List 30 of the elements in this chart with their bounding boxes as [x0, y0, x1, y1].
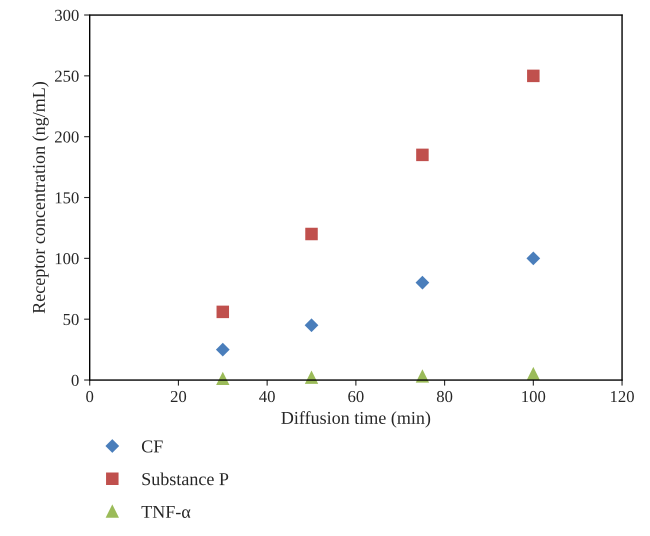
y-axis-title: Receptor concentration (ng/mL)	[32, 82, 49, 314]
point	[527, 368, 540, 380]
point	[304, 318, 318, 332]
legend-label: CF	[142, 440, 163, 453]
x-tick-label: 120	[611, 390, 634, 402]
y-tick-label: 150	[56, 192, 79, 204]
legend-label: Substance P	[142, 472, 228, 486]
legend-label: TNF-α	[142, 506, 190, 518]
x-tick-label: 40	[259, 390, 275, 402]
point	[416, 148, 429, 162]
x-tick-label: 60	[348, 390, 364, 402]
x-tick-label: 20	[170, 390, 186, 402]
y-tick-label: 50	[64, 314, 79, 326]
y-tick-label: 250	[55, 70, 79, 82]
point	[305, 228, 318, 240]
x-tick-label: 100	[522, 390, 546, 402]
x-axis-title: Diffusion time (min)	[281, 411, 430, 428]
y-tick-label: 100	[56, 253, 79, 264]
y-tick-label: 300	[55, 10, 79, 21]
point	[416, 276, 430, 290]
x-tick-label: 80	[436, 390, 452, 402]
point	[527, 70, 540, 82]
point	[526, 252, 540, 265]
point	[216, 372, 230, 386]
point	[216, 306, 230, 318]
point	[216, 343, 230, 356]
point	[305, 371, 318, 384]
y-tick-label: 200	[55, 131, 79, 143]
x-tick-label: 0	[86, 390, 94, 402]
y-tick-label: 0	[72, 374, 79, 386]
